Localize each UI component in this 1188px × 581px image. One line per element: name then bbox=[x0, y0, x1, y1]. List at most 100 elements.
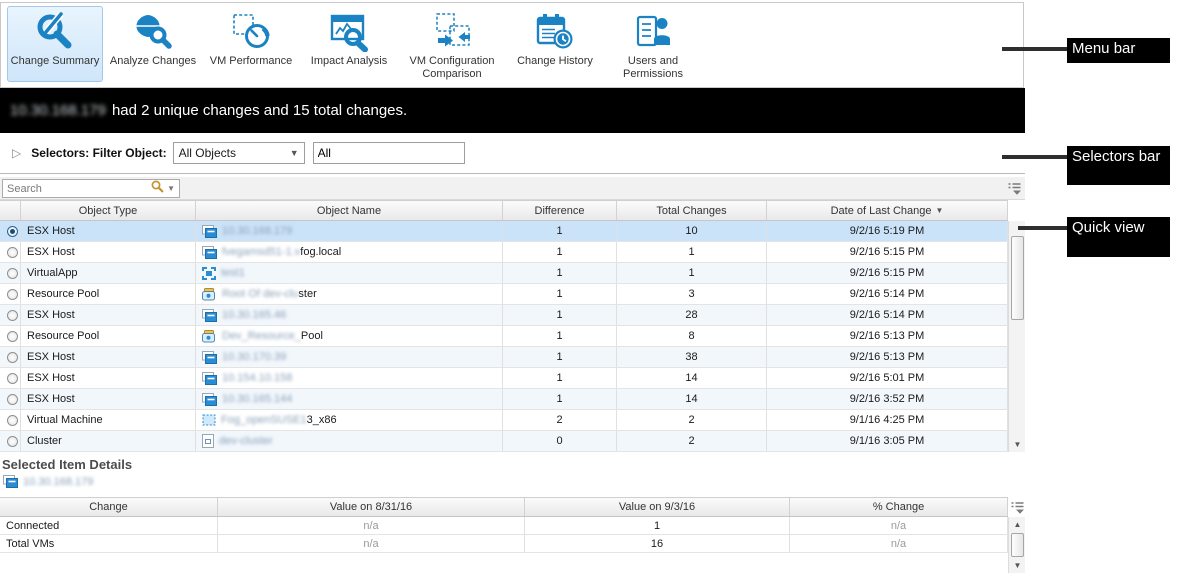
details-column-header--change[interactable]: % Change bbox=[790, 498, 1008, 516]
object-name-cell: 10.30.165.144 bbox=[196, 389, 503, 409]
menu-item-vm-configuration-comparison[interactable]: VM Configuration Comparison bbox=[399, 6, 505, 82]
date-of-last-change-cell: 9/2/16 5:14 PM bbox=[767, 305, 1008, 325]
table-row[interactable]: ESX Host 10.30.165.46 1 28 9/2/16 5:14 PM bbox=[0, 305, 1008, 326]
date-of-last-change-cell: 9/2/16 3:52 PM bbox=[767, 389, 1008, 409]
table-row[interactable]: ESX Host 10.154.10.158 1 14 9/2/16 5:01 PM bbox=[0, 368, 1008, 389]
filter-text-input[interactable] bbox=[312, 142, 465, 164]
menu-item-label: VM Performance bbox=[209, 55, 293, 67]
menu-item-change-summary[interactable]: Change Summary bbox=[7, 6, 103, 82]
row-radio-button[interactable] bbox=[6, 435, 18, 447]
row-radio-button[interactable] bbox=[6, 246, 18, 258]
row-radio-cell bbox=[0, 326, 21, 346]
row-radio-button[interactable] bbox=[6, 414, 18, 426]
difference-cell: 1 bbox=[503, 347, 617, 367]
menu-item-label: Change History bbox=[517, 55, 593, 67]
difference-cell: 1 bbox=[503, 242, 617, 262]
esx-host-icon bbox=[202, 392, 217, 406]
menu-item-users-and-permissions[interactable]: Users and Permissions bbox=[605, 6, 701, 82]
difference-cell: 1 bbox=[503, 263, 617, 283]
row-radio-button[interactable] bbox=[6, 267, 18, 279]
table-row[interactable]: ESX Host fvegamsd51-1.v fog.local 1 1 9/2/16 … bbox=[0, 242, 1008, 263]
search-input[interactable] bbox=[7, 182, 151, 195]
column-header-object-name[interactable]: Object Name bbox=[196, 201, 503, 220]
object-name-redacted: fvegamsd51-1.v bbox=[222, 246, 301, 258]
row-radio-cell bbox=[0, 263, 21, 283]
menu-item-impact-analysis[interactable]: Impact Analysis bbox=[301, 6, 397, 82]
menu-item-vm-performance[interactable]: VM Performance bbox=[203, 6, 299, 82]
menu-item-label: Impact Analysis bbox=[310, 55, 388, 67]
row-radio-button[interactable] bbox=[6, 309, 18, 321]
details-title: Selected Item Details bbox=[2, 457, 133, 472]
menu-item-label: Change Summary bbox=[10, 55, 100, 67]
column-header-radio[interactable] bbox=[0, 201, 21, 220]
details-column-header-value-on-9-3-16[interactable]: Value on 9/3/16 bbox=[525, 498, 790, 516]
row-radio-button[interactable] bbox=[6, 225, 18, 237]
table-row[interactable]: ESX Host 10.30.168.179 1 10 9/2/16 5:19 PM bbox=[0, 221, 1008, 242]
quick-view-scrollbar[interactable]: ▼ bbox=[1008, 221, 1025, 452]
object-name-clear: 3_x86 bbox=[306, 414, 337, 426]
details-column-header-change[interactable]: Change bbox=[0, 498, 218, 516]
search-icon[interactable] bbox=[150, 179, 164, 198]
object-type-cell: Resource Pool bbox=[21, 284, 196, 304]
search-box[interactable]: ▼ bbox=[2, 179, 180, 198]
pct-change-cell: n/a bbox=[790, 535, 1008, 552]
row-radio-button[interactable] bbox=[6, 393, 18, 405]
column-header-total-changes[interactable]: Total Changes bbox=[617, 201, 767, 220]
row-radio-button[interactable] bbox=[6, 351, 18, 363]
filter-object-dropdown[interactable]: All Objects ▼ bbox=[172, 142, 305, 164]
sort-descending-icon: ▼ bbox=[935, 206, 944, 215]
table-row[interactable]: VirtualApp test1 1 1 9/2/16 5:15 PM bbox=[0, 263, 1008, 284]
menu-item-change-history[interactable]: Change History bbox=[507, 6, 603, 82]
impact-analysis-icon bbox=[329, 11, 369, 53]
callout-line bbox=[1018, 226, 1068, 230]
details-column-header-value-on-8-31-16[interactable]: Value on 8/31/16 bbox=[218, 498, 525, 516]
scrollbar-down-button[interactable]: ▼ bbox=[1013, 440, 1022, 449]
column-header-date-of-last-change[interactable]: Date of Last Change ▼ bbox=[767, 201, 1008, 220]
details-row[interactable]: Connected n/a 1 n/a bbox=[0, 517, 1008, 535]
column-header-label: Object Type bbox=[78, 204, 138, 217]
details-scrollbar-up-button[interactable]: ▲ bbox=[1013, 520, 1022, 529]
column-header-difference[interactable]: Difference bbox=[503, 201, 617, 220]
banner-text: had 2 unique changes and 15 total change… bbox=[111, 102, 408, 119]
date-of-last-change-cell: 9/1/16 4:25 PM bbox=[767, 410, 1008, 430]
details-column-chooser-icon[interactable] bbox=[1010, 500, 1026, 516]
row-radio-cell bbox=[0, 284, 21, 304]
details-scrollbar-thumb[interactable] bbox=[1011, 533, 1024, 557]
total-changes-cell: 1 bbox=[617, 263, 767, 283]
table-row[interactable]: ESX Host 10.30.170.39 1 38 9/2/16 5:13 PM bbox=[0, 347, 1008, 368]
date-of-last-change-cell: 9/2/16 5:13 PM bbox=[767, 347, 1008, 367]
column-chooser-icon[interactable] bbox=[1007, 181, 1023, 197]
object-type-cell: ESX Host bbox=[21, 347, 196, 367]
menu-item-analyze-changes[interactable]: Analyze Changes bbox=[105, 6, 201, 82]
total-changes-cell: 2 bbox=[617, 410, 767, 430]
object-name-redacted: Root Of dev-clu bbox=[222, 288, 299, 300]
callout-line bbox=[1002, 155, 1068, 159]
details-row[interactable]: Total VMs n/a 16 n/a bbox=[0, 535, 1008, 553]
date-of-last-change-cell: 9/2/16 5:15 PM bbox=[767, 242, 1008, 262]
total-changes-cell: 14 bbox=[617, 368, 767, 388]
object-name-redacted: 10.154.10.158 bbox=[222, 372, 293, 384]
scrollbar-thumb[interactable] bbox=[1011, 236, 1024, 320]
difference-cell: 1 bbox=[503, 284, 617, 304]
row-radio-button[interactable] bbox=[6, 288, 18, 300]
object-type-cell: ESX Host bbox=[21, 242, 196, 262]
object-name-cell: fvegamsd51-1.v fog.local bbox=[196, 242, 503, 262]
details-scrollbar[interactable]: ▲ ▼ bbox=[1008, 517, 1025, 573]
details-scrollbar-down-button[interactable]: ▼ bbox=[1013, 561, 1022, 570]
row-radio-cell bbox=[0, 389, 21, 409]
table-row[interactable]: Virtual Machine Fog_openSUSE1 3_x86 2 2 9/1/1… bbox=[0, 410, 1008, 431]
row-radio-button[interactable] bbox=[6, 330, 18, 342]
selectors-expander-icon[interactable]: ▷ bbox=[12, 146, 22, 160]
row-radio-cell bbox=[0, 305, 21, 325]
table-row[interactable]: Resource Pool Dev_Resource_ Pool 1 8 9/2/16 5… bbox=[0, 326, 1008, 347]
virtualapp-icon bbox=[202, 266, 216, 280]
row-radio-button[interactable] bbox=[6, 372, 18, 384]
table-row[interactable]: ESX Host 10.30.165.144 1 14 9/2/16 3:52 PM bbox=[0, 389, 1008, 410]
search-options-chevron-icon[interactable]: ▼ bbox=[167, 184, 175, 193]
table-row[interactable]: Resource Pool Root Of dev-clu ster 1 3 9/2/16… bbox=[0, 284, 1008, 305]
column-header-object-type[interactable]: Object Type bbox=[21, 201, 196, 220]
esx-host-icon bbox=[202, 350, 217, 364]
difference-cell: 2 bbox=[503, 410, 617, 430]
value-after-cell: 1 bbox=[525, 517, 790, 534]
table-row[interactable]: Cluster dev-cluster 0 2 9/1/16 3:05 PM bbox=[0, 431, 1008, 452]
